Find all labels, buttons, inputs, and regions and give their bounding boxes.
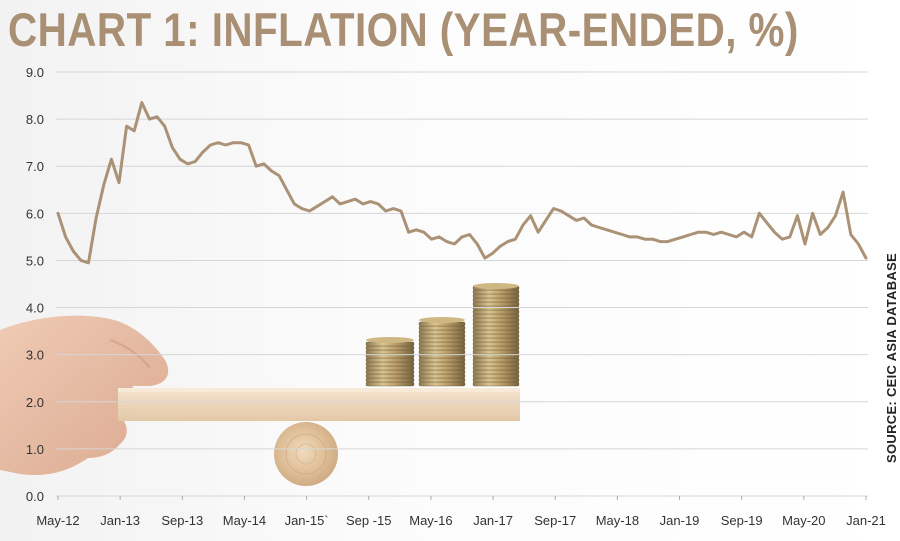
x-tick-label: May-18 — [596, 513, 639, 528]
coin — [418, 361, 466, 367]
y-tick-label: 6.0 — [26, 206, 44, 221]
coin — [418, 365, 466, 371]
y-tick-label: 7.0 — [26, 159, 44, 174]
coin — [472, 321, 520, 327]
fulcrum-illustration — [274, 422, 338, 486]
coin-top — [419, 317, 465, 323]
coin — [472, 313, 520, 319]
coin — [365, 369, 415, 375]
coin — [418, 337, 466, 343]
x-tick-label: Jan-19 — [660, 513, 700, 528]
x-tick-label: May-14 — [223, 513, 266, 528]
x-axis: May-12 Jan-13 Sep-13 May-14 Jan-15` Sep -15 Ma… — [36, 496, 886, 528]
coin — [472, 301, 520, 307]
coin — [472, 333, 520, 339]
coin — [365, 377, 415, 383]
coin — [418, 381, 466, 387]
coin — [365, 365, 415, 371]
x-tick-label: Jan-21 — [846, 513, 886, 528]
x-tick-label: Sep -15 — [346, 513, 392, 528]
coin — [418, 373, 466, 379]
y-tick-label: 4.0 — [26, 301, 44, 316]
coin — [472, 361, 520, 367]
coin — [418, 349, 466, 355]
y-tick-label: 2.0 — [26, 395, 44, 410]
y-tick-label: 5.0 — [26, 253, 44, 268]
plank-illustration — [118, 388, 520, 421]
coin — [472, 381, 520, 387]
coin — [472, 341, 520, 347]
y-tick-label: 3.0 — [26, 348, 44, 363]
y-tick-label: 9.0 — [26, 65, 44, 80]
coin — [365, 345, 415, 351]
coin — [472, 289, 520, 295]
coin — [418, 377, 466, 383]
y-tick-label: 1.0 — [26, 442, 44, 457]
coin — [365, 357, 415, 363]
coin — [472, 377, 520, 383]
hand-illustration — [0, 315, 169, 476]
x-tick-label: Jan-15` — [285, 513, 329, 528]
coin — [472, 329, 520, 335]
y-tick-label: 8.0 — [26, 112, 44, 127]
coin-top — [473, 283, 519, 289]
x-tick-label: May-20 — [782, 513, 825, 528]
coin — [418, 329, 466, 335]
balance-illustration — [0, 283, 520, 486]
x-tick-label: Jan-13 — [100, 513, 140, 528]
coin — [365, 361, 415, 367]
coin — [472, 373, 520, 379]
coin — [472, 357, 520, 363]
x-tick-label: May-12 — [36, 513, 79, 528]
y-tick-label: 0.0 — [26, 489, 44, 504]
y-axis: 0.0 1.0 2.0 3.0 4.0 5.0 6.0 7.0 8.0 9.0 — [26, 65, 44, 504]
coin — [418, 345, 466, 351]
coin — [472, 349, 520, 355]
coin — [472, 309, 520, 315]
coin — [472, 297, 520, 303]
coin — [472, 365, 520, 371]
grid-lines — [56, 71, 868, 497]
coin — [418, 325, 466, 331]
coin — [472, 345, 520, 351]
x-tick-label: Sep-19 — [721, 513, 763, 528]
coin-stacks-illustration — [365, 283, 520, 387]
coin — [365, 373, 415, 379]
coin — [418, 333, 466, 339]
coin — [472, 293, 520, 299]
coin — [472, 337, 520, 343]
coin — [365, 349, 415, 355]
source-label: SOURCE: CEIC ASIA DATABASE — [884, 252, 899, 463]
inflation-line — [56, 101, 868, 265]
coin — [472, 325, 520, 331]
coin — [418, 369, 466, 375]
coin — [472, 369, 520, 375]
coin — [472, 317, 520, 323]
coin — [365, 381, 415, 387]
x-tick-label: Jan-17 — [473, 513, 513, 528]
x-tick-label: Sep-17 — [534, 513, 576, 528]
chart-title: CHART 1: INFLATION (YEAR-ENDED, %) — [8, 3, 799, 56]
coin — [418, 341, 466, 347]
x-tick-label: Sep-13 — [161, 513, 203, 528]
coin — [418, 357, 466, 363]
coin-top — [366, 337, 414, 343]
x-tick-label: May-16 — [409, 513, 452, 528]
